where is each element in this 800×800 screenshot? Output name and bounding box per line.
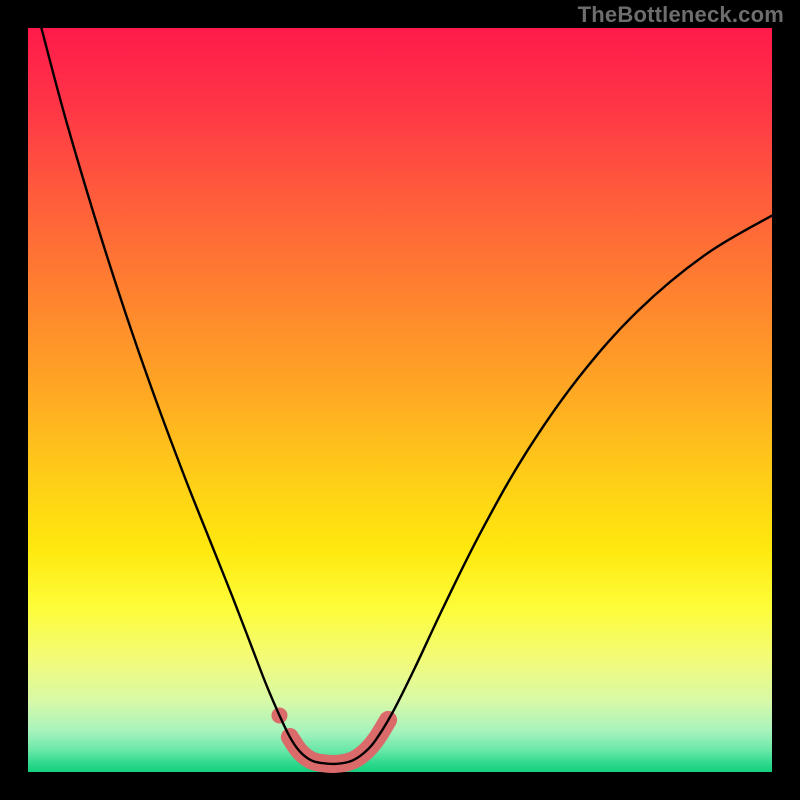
plot-background [28,28,772,772]
watermark-label: TheBottleneck.com [578,2,784,28]
bottleneck-chart [0,0,800,800]
chart-container: TheBottleneck.com [0,0,800,800]
